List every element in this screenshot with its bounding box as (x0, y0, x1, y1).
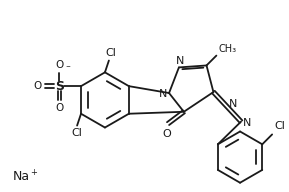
Text: Na: Na (13, 170, 30, 183)
Text: O: O (163, 128, 171, 138)
Text: N: N (176, 56, 184, 66)
Text: N: N (159, 89, 167, 99)
Text: N: N (243, 118, 251, 128)
Text: O: O (33, 81, 42, 91)
Text: Cl: Cl (72, 127, 83, 137)
Text: +: + (30, 168, 37, 177)
Text: N: N (229, 99, 238, 109)
Text: O: O (55, 60, 64, 70)
Text: Cl: Cl (274, 122, 285, 132)
Text: Cl: Cl (105, 48, 116, 58)
Text: $^-$: $^-$ (64, 62, 72, 71)
Text: CH₃: CH₃ (218, 44, 236, 54)
Text: O: O (55, 103, 64, 113)
Text: S: S (55, 80, 64, 93)
